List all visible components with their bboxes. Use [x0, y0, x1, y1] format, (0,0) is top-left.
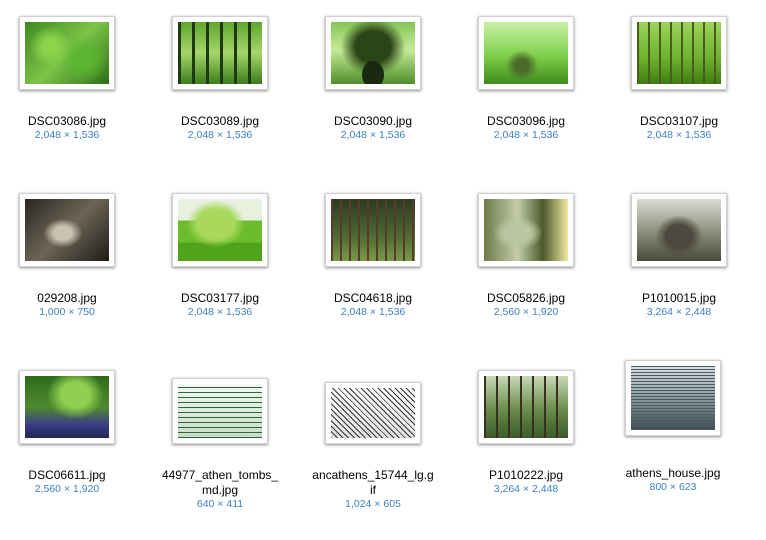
- file-name[interactable]: DSC03090.jpg: [333, 114, 413, 128]
- image-dimensions: 2,048 × 1,536: [340, 129, 406, 141]
- thumbnail[interactable]: [478, 16, 574, 90]
- file-name[interactable]: DSC03107.jpg: [639, 114, 719, 128]
- image-preview: [484, 376, 568, 438]
- file-name[interactable]: 44977_athen_tombs_ md.jpg: [161, 468, 279, 497]
- image-dimensions: 640 × 411: [196, 498, 244, 510]
- image-dimensions: 2,560 × 1,920: [493, 306, 559, 318]
- image-dimensions: 2,048 × 1,536: [493, 129, 559, 141]
- file-name[interactable]: DSC05826.jpg: [486, 291, 566, 305]
- thumbnail[interactable]: [478, 193, 574, 267]
- image-dimensions: 2,560 × 1,920: [34, 483, 100, 495]
- thumbnail[interactable]: [631, 193, 727, 267]
- image-dimensions: 3,264 × 2,448: [493, 483, 559, 495]
- image-preview: [331, 22, 415, 84]
- image-preview: [331, 388, 415, 438]
- thumbnail[interactable]: [19, 193, 115, 267]
- image-dimensions: 2,048 × 1,536: [34, 129, 100, 141]
- image-dimensions: 1,024 × 605: [345, 498, 401, 510]
- thumbnail[interactable]: [19, 370, 115, 444]
- image-preview: [25, 22, 109, 84]
- file-name[interactable]: 029208.jpg: [37, 291, 97, 305]
- image-dimensions: 2,048 × 1,536: [187, 129, 253, 141]
- image-preview: [25, 376, 109, 438]
- thumbnail[interactable]: [325, 382, 421, 444]
- file-name[interactable]: DSC04618.jpg: [333, 291, 413, 305]
- thumbnail[interactable]: [625, 360, 721, 436]
- file-name[interactable]: DSC03096.jpg: [486, 114, 566, 128]
- thumbnail[interactable]: [172, 378, 268, 444]
- image-dimensions: 800 × 623: [649, 481, 697, 493]
- image-preview: [484, 22, 568, 84]
- image-preview: [637, 22, 721, 84]
- thumbnail[interactable]: [19, 16, 115, 90]
- image-preview: [25, 199, 109, 261]
- thumbnail[interactable]: [172, 193, 268, 267]
- image-preview: [178, 22, 262, 84]
- image-dimensions: 2,048 × 1,536: [187, 306, 253, 318]
- file-name[interactable]: DSC03086.jpg: [27, 114, 107, 128]
- image-preview: [178, 384, 262, 438]
- file-name[interactable]: ancathens_15744_lg.g if: [312, 468, 434, 497]
- thumbnail[interactable]: [478, 370, 574, 444]
- image-preview: [631, 366, 715, 430]
- image-preview: [331, 199, 415, 261]
- file-name[interactable]: DSC03089.jpg: [180, 114, 260, 128]
- file-name[interactable]: athens_house.jpg: [625, 466, 721, 480]
- thumbnail[interactable]: [172, 16, 268, 90]
- thumbnail[interactable]: [631, 16, 727, 90]
- file-name[interactable]: DSC06611.jpg: [28, 468, 106, 482]
- thumbnail[interactable]: [325, 193, 421, 267]
- image-dimensions: 3,264 × 2,448: [646, 306, 712, 318]
- file-name[interactable]: P1010222.jpg: [488, 468, 564, 482]
- image-dimensions: 1,000 × 750: [39, 306, 95, 318]
- file-name[interactable]: DSC03177.jpg: [180, 291, 260, 305]
- image-preview: [484, 199, 568, 261]
- image-preview: [178, 199, 262, 261]
- image-preview: [637, 199, 721, 261]
- file-name[interactable]: P1010015.jpg: [641, 291, 717, 305]
- image-dimensions: 2,048 × 1,536: [340, 306, 406, 318]
- image-dimensions: 2,048 × 1,536: [646, 129, 712, 141]
- thumbnail[interactable]: [325, 16, 421, 90]
